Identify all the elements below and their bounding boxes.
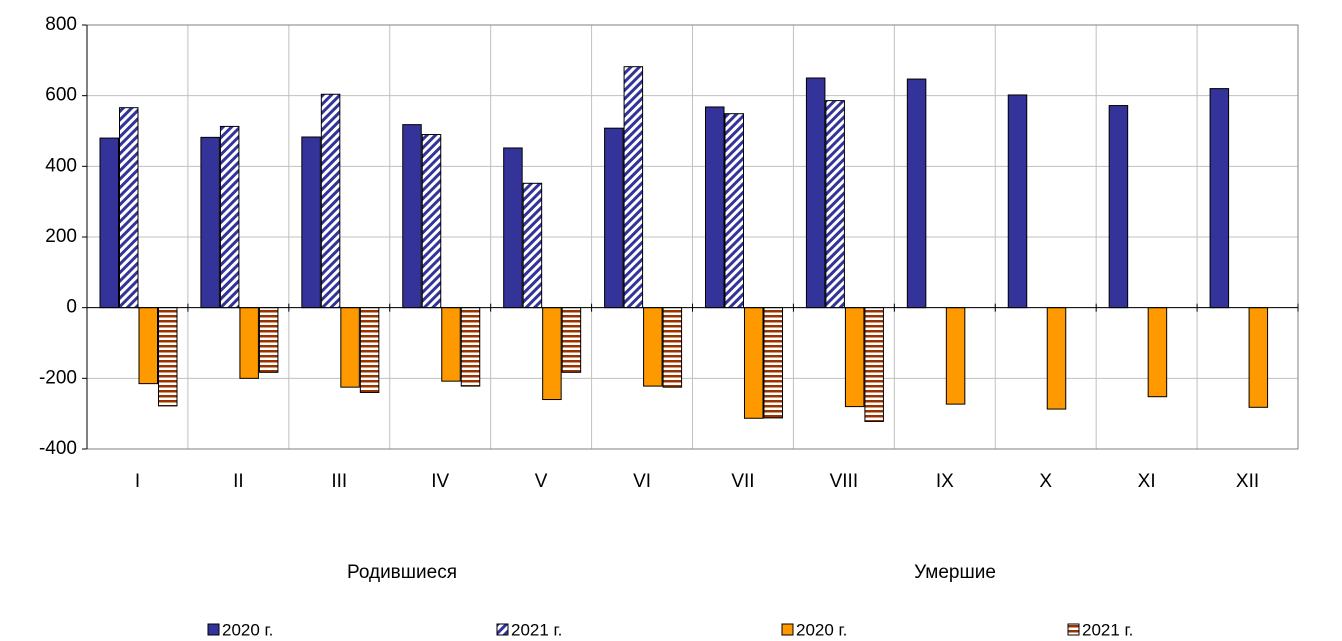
group-label: Умершие xyxy=(914,562,996,583)
y-tick-label: -200 xyxy=(39,367,77,388)
x-tick-label: X xyxy=(1039,471,1052,492)
bar xyxy=(219,125,240,309)
bar xyxy=(1108,105,1129,309)
bar xyxy=(805,77,826,309)
bar xyxy=(503,147,523,309)
bar xyxy=(1147,307,1168,398)
bar xyxy=(864,307,884,422)
x-tick-label: II xyxy=(233,471,244,492)
bar xyxy=(522,182,543,309)
bar xyxy=(258,307,279,373)
bar xyxy=(320,93,341,309)
x-tick-label: XI xyxy=(1138,471,1156,492)
bar xyxy=(561,307,582,373)
x-tick-label: VII xyxy=(731,471,754,492)
x-tick-label: VIII xyxy=(830,471,859,492)
bar xyxy=(643,307,663,387)
bar xyxy=(744,307,764,419)
legend-swatch xyxy=(496,623,509,636)
legend-swatch xyxy=(781,623,794,636)
bar xyxy=(1007,94,1028,309)
bar xyxy=(1046,307,1067,410)
x-tick-label: V xyxy=(535,471,548,492)
y-tick-label: 200 xyxy=(45,226,77,247)
bar xyxy=(724,113,744,309)
legend-swatch xyxy=(1067,623,1080,636)
bar xyxy=(1248,307,1269,408)
bar xyxy=(705,106,725,309)
bar xyxy=(825,100,845,309)
x-tick-label: III xyxy=(331,471,347,492)
x-tick-label: XII xyxy=(1236,471,1259,492)
bar xyxy=(763,307,783,419)
legend-label: 2021 г. xyxy=(1082,620,1133,639)
y-tick-label: -400 xyxy=(39,438,77,459)
x-tick-label: IV xyxy=(431,471,449,492)
bar xyxy=(402,124,422,309)
y-tick-label: 400 xyxy=(45,155,77,176)
bar xyxy=(604,127,624,309)
bar xyxy=(945,307,966,405)
y-tick-label: 600 xyxy=(45,85,77,106)
bar xyxy=(359,307,380,393)
x-tick-label: IX xyxy=(936,471,954,492)
bar xyxy=(662,307,683,388)
x-tick-label: VI xyxy=(633,471,651,492)
bar xyxy=(623,66,644,309)
bar xyxy=(239,307,259,379)
bar xyxy=(200,136,220,309)
bar xyxy=(340,307,360,388)
legend-label: 2020 г. xyxy=(222,620,273,639)
bar xyxy=(421,134,442,309)
y-tick-label: 800 xyxy=(45,14,77,35)
bar xyxy=(99,137,119,309)
bar xyxy=(1209,88,1230,309)
y-tick-label: 0 xyxy=(66,297,77,318)
bar xyxy=(441,307,461,382)
bar xyxy=(158,307,178,407)
bar xyxy=(301,136,321,309)
legend-swatch xyxy=(207,623,220,636)
bar xyxy=(119,107,139,309)
bar xyxy=(844,307,865,408)
bar xyxy=(542,307,562,401)
bar xyxy=(906,78,927,309)
bar xyxy=(460,307,481,387)
group-label: Родившиеся xyxy=(347,562,457,583)
x-tick-label: I xyxy=(135,471,140,492)
legend-label: 2021 г. xyxy=(511,620,562,639)
legend-label: 2020 г. xyxy=(796,620,847,639)
bar xyxy=(138,307,158,385)
